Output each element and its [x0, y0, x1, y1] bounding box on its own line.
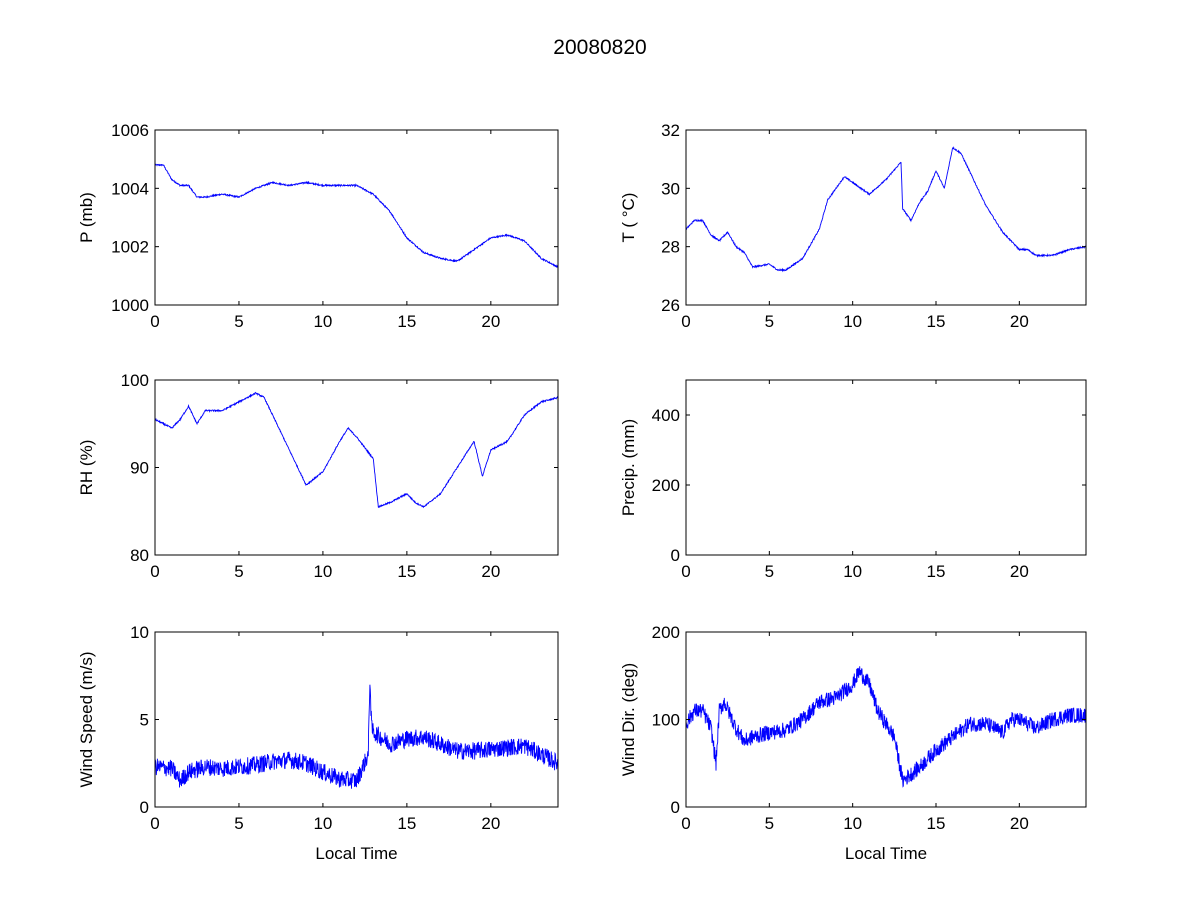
axes-box [685, 379, 1087, 556]
subplot-humidity: 0 5 10 15 20 80 90 100 RH (%) [77, 371, 559, 581]
x-tick-label: 20 [1010, 814, 1029, 833]
axes-box [685, 129, 1087, 306]
x-tick-label: 20 [1010, 312, 1029, 331]
x-tick-label: 10 [843, 562, 862, 581]
axes-box [154, 129, 559, 306]
x-tick-label: 15 [927, 562, 946, 581]
y-axis-label: P (mb) [77, 192, 96, 243]
y-tick-label: 10 [130, 623, 149, 642]
y-axis-label: Precip. (mm) [619, 419, 638, 516]
series-line-wind-speed [154, 684, 559, 789]
y-tick-label: 200 [652, 623, 680, 642]
y-axis-label: Wind Dir. (deg) [619, 663, 638, 776]
axes-box [154, 379, 559, 556]
x-tick-label: 5 [765, 312, 774, 331]
y-axis-label: Wind Speed (m/s) [77, 651, 96, 787]
y-tick-label: 1000 [111, 296, 149, 315]
x-tick-label: 15 [397, 312, 416, 331]
y-tick-label: 1002 [111, 238, 149, 257]
y-tick-label: 26 [661, 296, 680, 315]
y-tick-label: 80 [130, 546, 149, 565]
x-tick-label: 10 [843, 312, 862, 331]
subplot-pressure: 0 5 10 15 20 1000 1002 1004 1006 P (mb) [77, 121, 559, 331]
x-tick-label: 5 [234, 814, 243, 833]
y-tick-label: 32 [661, 121, 680, 140]
x-tick-label: 10 [313, 312, 332, 331]
x-tick-label: 5 [234, 562, 243, 581]
x-tick-label: 0 [150, 312, 159, 331]
x-tick-label: 5 [765, 562, 774, 581]
x-tick-label: 20 [481, 312, 500, 331]
series-line-wind-direction [685, 666, 1087, 788]
figure-title: 20080820 [553, 36, 646, 59]
y-tick-label: 0 [671, 546, 680, 565]
x-tick-label: 15 [927, 312, 946, 331]
y-axis-label: T ( °C) [619, 193, 638, 243]
y-tick-label: 100 [121, 371, 149, 390]
y-tick-label: 400 [652, 406, 680, 425]
y-tick-label: 90 [130, 459, 149, 478]
x-tick-label: 15 [397, 562, 416, 581]
series-line-humidity [154, 391, 559, 509]
x-axis-label: Local Time [845, 844, 927, 863]
x-tick-label: 0 [150, 814, 159, 833]
y-tick-label: 28 [661, 238, 680, 257]
y-tick-label: 200 [652, 476, 680, 495]
x-tick-label: 10 [313, 814, 332, 833]
x-tick-label: 15 [927, 814, 946, 833]
y-tick-label: 30 [661, 179, 680, 198]
series-line-temperature [685, 146, 1087, 273]
x-tick-label: 5 [234, 312, 243, 331]
x-tick-label: 0 [150, 562, 159, 581]
x-tick-label: 20 [481, 562, 500, 581]
x-tick-label: 0 [681, 814, 690, 833]
series-line-pressure [154, 163, 559, 269]
x-tick-label: 20 [481, 814, 500, 833]
subplot-temperature: 0 5 10 15 20 26 28 30 32 T ( °C) [619, 121, 1087, 331]
x-tick-label: 5 [765, 814, 774, 833]
y-tick-label: 0 [671, 798, 680, 817]
subplot-wind-speed: 0 5 10 15 20 0 5 10 Wind Speed (m/s) Local Time [77, 623, 559, 863]
y-tick-label: 0 [140, 798, 149, 817]
x-tick-label: 10 [313, 562, 332, 581]
x-tick-label: 15 [397, 814, 416, 833]
y-tick-label: 1004 [111, 179, 149, 198]
y-axis-label: RH (%) [77, 440, 96, 496]
y-tick-label: 5 [140, 711, 149, 730]
x-axis-label: Local Time [315, 844, 397, 863]
x-tick-label: 0 [681, 562, 690, 581]
x-tick-label: 10 [843, 814, 862, 833]
x-tick-label: 0 [681, 312, 690, 331]
x-tick-label: 20 [1010, 562, 1029, 581]
y-tick-label: 100 [652, 711, 680, 730]
y-tick-label: 1006 [111, 121, 149, 140]
